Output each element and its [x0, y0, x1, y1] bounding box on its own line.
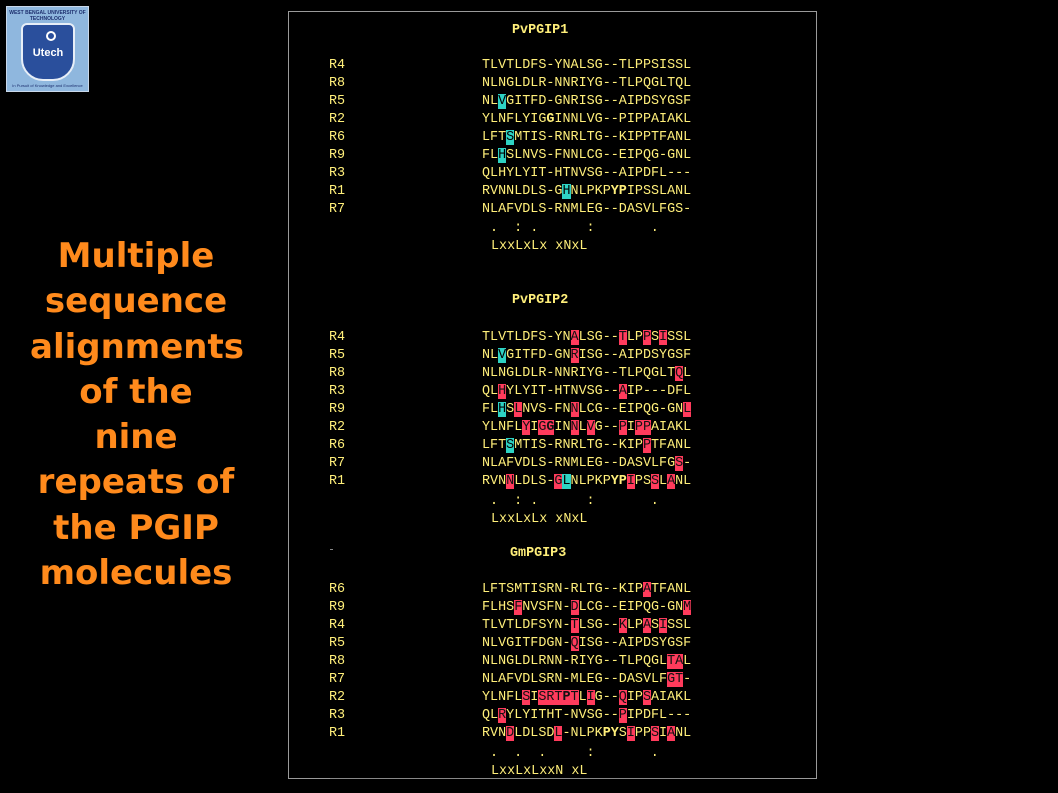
repeat-sequence: YLNFLYIGGINNLVG--PIPPAIAKL: [482, 112, 692, 127]
repeat-label: R6: [329, 582, 346, 597]
repeat-sequence: NLVGITFDGN-QISG--AIPDSYGSF: [482, 636, 692, 651]
repeat-sequence: TLVTLDFS-YNALSG--TLPPSISSL: [482, 330, 692, 345]
logo-brand: Utech: [32, 47, 64, 59]
consensus-marks: . : . : .: [482, 221, 659, 236]
repeat-sequence: RVNNLDLS-GLNLPKPYPIPSSLANL: [482, 474, 692, 489]
repeat-label: R8: [329, 654, 346, 669]
slide-caption: Multiple sequence alignments of the nine…: [30, 234, 244, 596]
repeat-sequence: YLNFLSISRTPTLIG--QIPSAIAKL: [482, 690, 692, 705]
repeat-sequence: NLAFVDLS-RNMLEG--DASVLFGS-: [482, 202, 692, 217]
repeat-label: R4: [329, 58, 346, 73]
repeat-label: R3: [329, 708, 346, 723]
repeat-label: R7: [329, 202, 346, 217]
repeat-label: R7: [329, 672, 346, 687]
repeat-sequence: FLHSLNVS-FNNLCG--EIPQG-GNL: [482, 402, 692, 417]
repeat-label: R5: [329, 348, 346, 363]
repeat-sequence: NLVGITFD-GNRISG--AIPDSYGSF: [482, 94, 692, 109]
repeat-sequence: NLNGLDLR-NNRIYG--TLPQGLTQL: [482, 76, 692, 91]
repeat-sequence: QLHYLYIT-HTNVSG--AIP---DFL: [482, 384, 692, 399]
repeat-label: R9: [329, 600, 346, 615]
stray-mark: [330, 549, 333, 550]
repeat-sequence: NLAFVDLSRN-MLEG--DASVLFGT-: [482, 672, 692, 687]
caption-line: molecules: [39, 553, 233, 594]
caption-line: nine: [94, 417, 178, 458]
consensus-motif: LxxLxLxxN xL: [491, 764, 588, 779]
repeat-label: R6: [329, 438, 346, 453]
repeat-sequence: TLVTLDFSYN-TLSG--KLPASISSL: [482, 618, 692, 633]
repeat-sequence: FLHSFNVSFN-DLCG--EIPQG-GNM: [482, 600, 692, 615]
university-logo: WEST BENGAL UNIVERSITY OF TECHNOLOGY Ute…: [6, 6, 89, 92]
repeat-label: R8: [329, 366, 346, 381]
repeat-sequence: RVNNLDLS-GHNLPKPYPIPSSLANL: [482, 184, 692, 199]
repeat-sequence: LFTSMTIS-RNRLTG--KIPPTFANL: [482, 130, 692, 145]
repeat-label: R4: [329, 330, 346, 345]
repeat-label: R2: [329, 112, 346, 127]
caption-line: the PGIP: [53, 507, 219, 548]
consensus-motif: LxxLxLx xNxL: [491, 239, 588, 254]
caption-line: repeats of: [37, 462, 235, 503]
repeat-label: R9: [329, 402, 346, 417]
repeat-label: R3: [329, 166, 346, 181]
caption-line: alignments: [30, 326, 244, 367]
repeat-label: R9: [329, 148, 346, 163]
repeat-label: R2: [329, 420, 346, 435]
caption-line: Multiple: [57, 236, 215, 276]
alignment-title: PvPGIP1: [512, 23, 569, 38]
caption-line: of the: [79, 371, 193, 412]
repeat-sequence: QLRYLYITHT-NVSG--PIPDFL---: [482, 708, 692, 723]
repeat-sequence: TLVTLDFS-YNALSG--TLPPSISSL: [482, 58, 692, 73]
repeat-label: R1: [329, 184, 346, 199]
repeat-sequence: YLNFLYIGGINNLVG--PIPPAIAKL: [482, 420, 692, 435]
logo-motto: In Pursuit of Knowledge and Excellence: [12, 83, 83, 88]
panel-underline: [330, 778, 740, 779]
repeat-label: R5: [329, 636, 346, 651]
repeat-sequence: NLNGLDLRNN-RIYG--TLPQGLTAL: [482, 654, 692, 669]
repeat-sequence: LFTSMTISRN-RLTG--KIPATFANL: [482, 582, 692, 597]
consensus-motif: LxxLxLx xNxL: [491, 512, 588, 527]
repeat-sequence: LFTSMTIS-RNRLTG--KIPPTFANL: [482, 438, 692, 453]
consensus-marks: . . . : .: [482, 746, 659, 761]
repeat-sequence: NLAFVDLS-RNMLEG--DASVLFGS-: [482, 456, 692, 471]
repeat-label: R7: [329, 456, 346, 471]
alignment-title: PvPGIP2: [512, 293, 569, 308]
repeat-sequence: FLHSLNVS-FNNLCG--EIPQG-GNL: [482, 148, 692, 163]
repeat-sequence: NLVGITFD-GNRISG--AIPDSYGSF: [482, 348, 692, 363]
repeat-label: R5: [329, 94, 346, 109]
repeat-label: R4: [329, 618, 346, 633]
repeat-label: R1: [329, 726, 346, 741]
repeat-label: R2: [329, 690, 346, 705]
logo-university-name: WEST BENGAL UNIVERSITY OF TECHNOLOGY: [9, 10, 86, 22]
consensus-marks: . : . : .: [482, 494, 659, 509]
caption-line: sequence: [44, 281, 228, 322]
repeat-sequence: QLHYLYIT-HTNVSG--AIPDFL---: [482, 166, 692, 181]
repeat-sequence: RVNDLDLSDL-NLPKPYSIPPSIANL: [482, 726, 692, 741]
logo-shield-icon: Utech: [21, 23, 75, 81]
alignment-title: GmPGIP3: [510, 546, 567, 561]
alignment-panel: [288, 11, 817, 779]
repeat-label: R1: [329, 474, 346, 489]
repeat-label: R3: [329, 384, 346, 399]
repeat-label: R8: [329, 76, 346, 91]
repeat-label: R6: [329, 130, 346, 145]
repeat-sequence: NLNGLDLR-NNRIYG--TLPQGLTQL: [482, 366, 692, 381]
gear-icon: [46, 31, 56, 41]
